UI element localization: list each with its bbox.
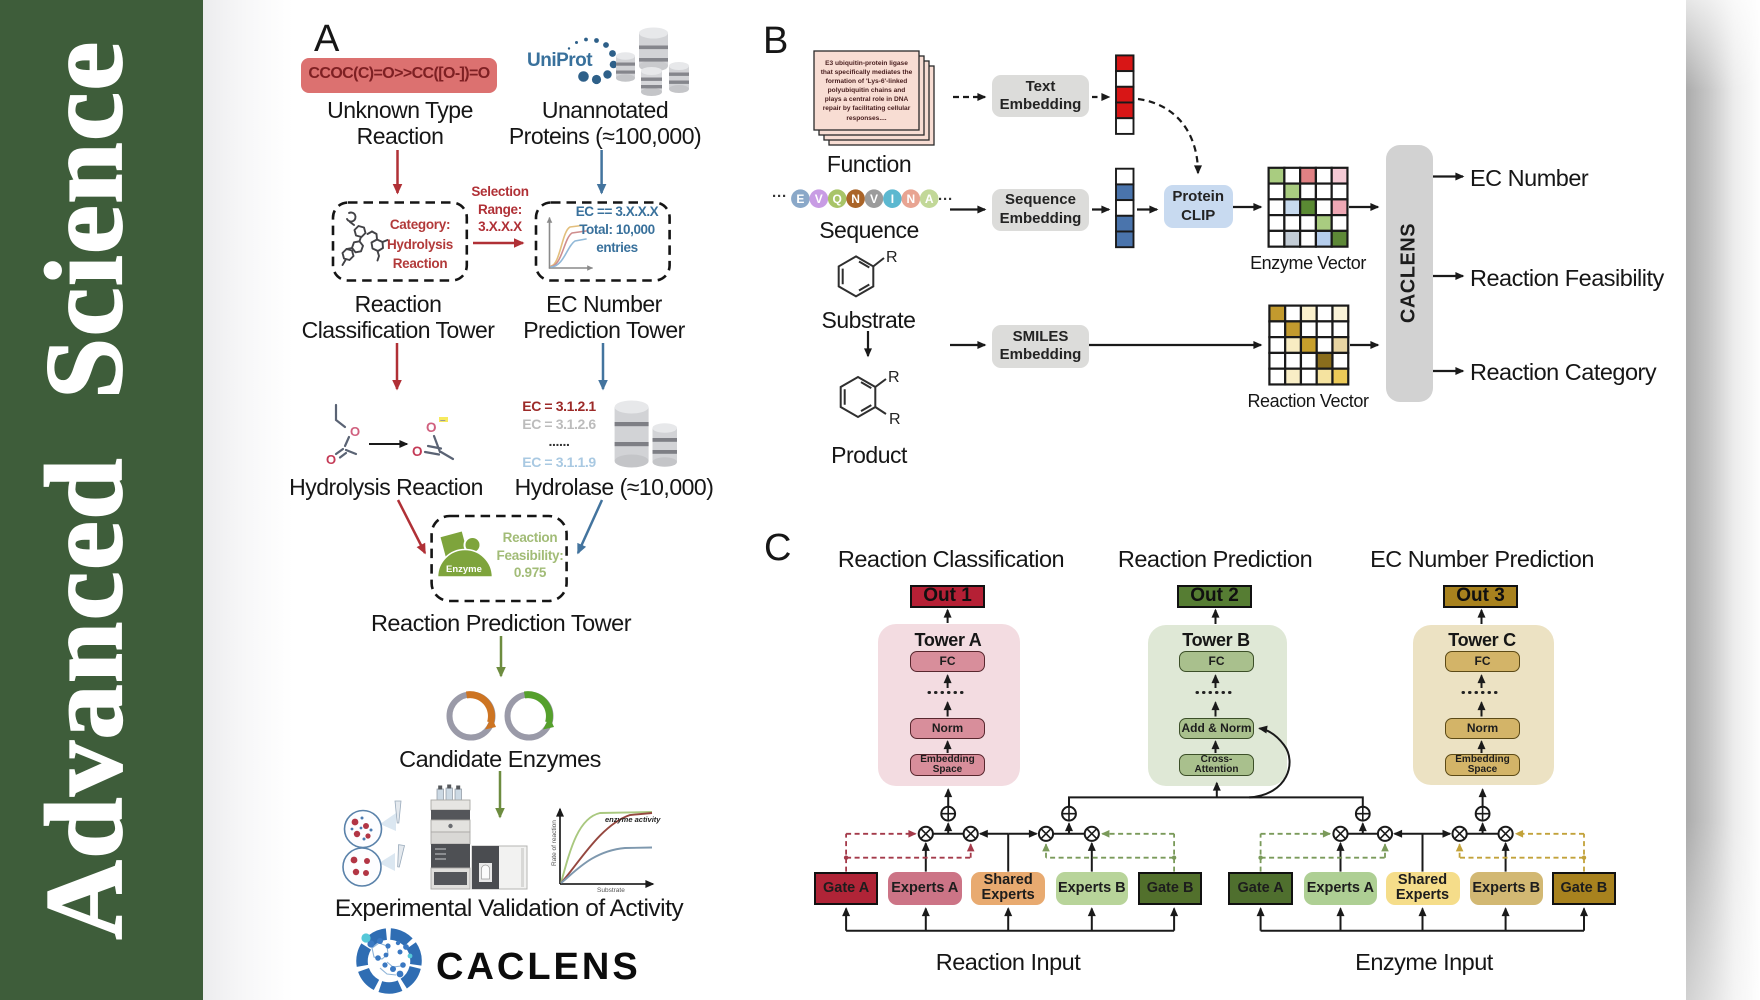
svg-text:E: E [796, 192, 804, 206]
svg-text:V: V [870, 192, 878, 206]
svg-text:I: I [891, 192, 894, 206]
svg-text:R: R [888, 369, 900, 386]
svg-text:R: R [889, 411, 901, 428]
svg-text:N: N [851, 192, 860, 206]
svg-text:O: O [412, 444, 423, 459]
svg-text:O: O [326, 452, 336, 467]
svg-text:enzyme activity: enzyme activity [605, 815, 661, 824]
svg-text:Q: Q [833, 192, 842, 206]
svg-text:A: A [925, 192, 934, 206]
svg-text:Enzyme: Enzyme [446, 564, 482, 575]
svg-text:O: O [350, 424, 360, 439]
svg-text:V: V [815, 192, 823, 206]
svg-text:N: N [906, 192, 915, 206]
svg-text:···: ··· [772, 188, 787, 205]
svg-text:Substrate: Substrate [597, 887, 625, 894]
svg-text:···: ··· [938, 191, 953, 208]
svg-text:Rate of reaction: Rate of reaction [551, 820, 558, 866]
svg-text:O: O [426, 420, 437, 435]
svg-text:–: – [440, 415, 446, 426]
svg-text:R: R [886, 249, 898, 266]
